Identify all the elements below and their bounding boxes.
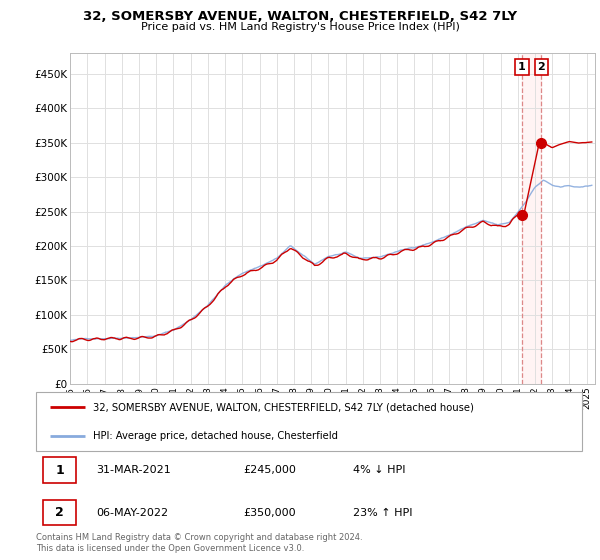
Text: 2: 2 — [55, 506, 64, 519]
Text: 4% ↓ HPI: 4% ↓ HPI — [353, 465, 405, 475]
Text: 2: 2 — [538, 62, 545, 72]
FancyBboxPatch shape — [43, 458, 76, 483]
Text: 1: 1 — [55, 464, 64, 477]
Text: Contains HM Land Registry data © Crown copyright and database right 2024.
This d: Contains HM Land Registry data © Crown c… — [36, 533, 362, 553]
Text: 32, SOMERSBY AVENUE, WALTON, CHESTERFIELD, S42 7LY (detached house): 32, SOMERSBY AVENUE, WALTON, CHESTERFIEL… — [94, 402, 474, 412]
Bar — [522, 53, 541, 384]
Text: 06-MAY-2022: 06-MAY-2022 — [96, 507, 168, 517]
Text: 1: 1 — [518, 62, 526, 72]
Text: HPI: Average price, detached house, Chesterfield: HPI: Average price, detached house, Ches… — [94, 431, 338, 441]
FancyBboxPatch shape — [43, 500, 76, 525]
Text: 32, SOMERSBY AVENUE, WALTON, CHESTERFIELD, S42 7LY: 32, SOMERSBY AVENUE, WALTON, CHESTERFIEL… — [83, 10, 517, 23]
Text: £245,000: £245,000 — [244, 465, 296, 475]
Text: 23% ↑ HPI: 23% ↑ HPI — [353, 507, 412, 517]
Text: 31-MAR-2021: 31-MAR-2021 — [96, 465, 171, 475]
Text: Price paid vs. HM Land Registry's House Price Index (HPI): Price paid vs. HM Land Registry's House … — [140, 22, 460, 32]
FancyBboxPatch shape — [36, 392, 582, 451]
Text: £350,000: £350,000 — [244, 507, 296, 517]
